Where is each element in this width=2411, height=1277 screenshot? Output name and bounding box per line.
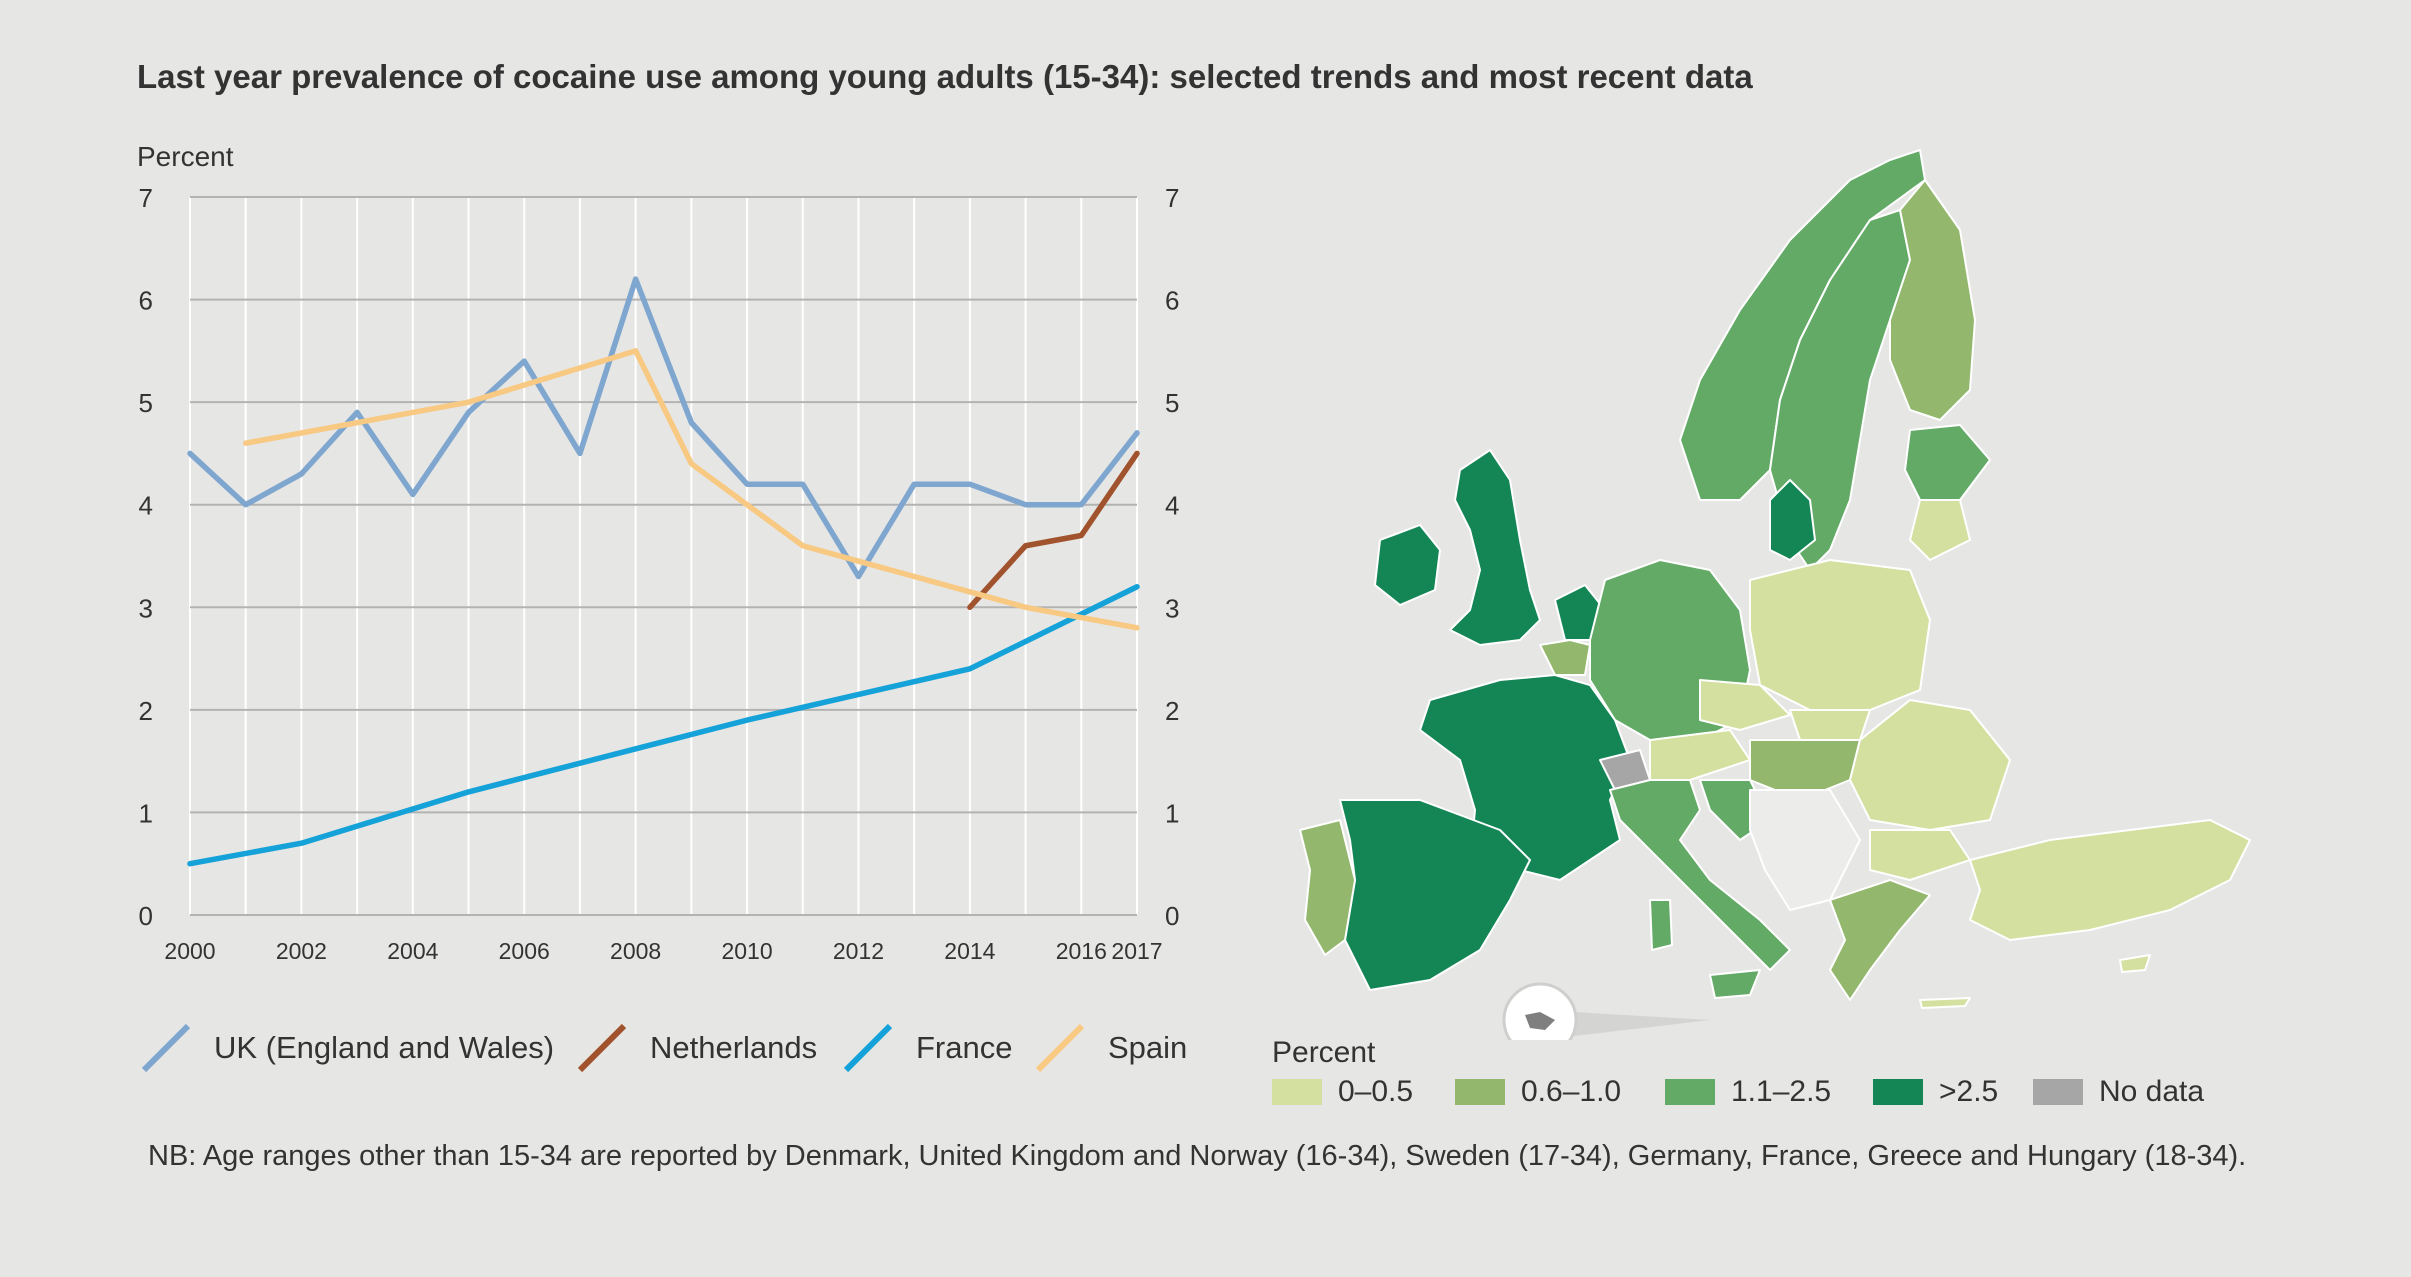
map-legend-item-no-data: No data <box>2033 1075 2204 1109</box>
legend-item-france: France <box>842 1023 1013 1073</box>
legend-item-uk: UK (England and Wales) <box>140 1023 555 1073</box>
x-tick-label: 2008 <box>610 938 661 964</box>
line-chart: 0 0 1 1 2 2 3 3 4 4 5 5 6 6 7 7 2000 2002 2004 2006 2008 2010… <box>137 141 1180 964</box>
map-region-romania <box>1849 699 2011 831</box>
map-region-czechia <box>1699 679 1791 731</box>
y-tick-label-left: 3 <box>139 593 153 623</box>
y-tick-label-left: 4 <box>139 491 153 521</box>
map-legend-label: No data <box>2099 1075 2205 1108</box>
map-region-baltics <box>1904 424 1991 501</box>
map-region-lithuania <box>1909 499 1971 561</box>
map-legend-item-gt-2.5: >2.5 <box>1873 1075 1998 1109</box>
y-tick-label-left: 6 <box>139 286 153 316</box>
map-region-balkans-nodata <box>1749 789 1861 911</box>
y-tick-label-left: 1 <box>139 798 153 828</box>
spain-line-icon <box>1035 1023 1085 1073</box>
y-tick-label-right: 5 <box>1165 388 1179 418</box>
map-legend-label: 0–0.5 <box>1338 1075 1414 1108</box>
x-tick-label: 2012 <box>833 938 884 964</box>
legend-label-uk: UK (England and Wales) <box>214 1030 555 1065</box>
map-region-finland <box>1889 179 1976 421</box>
map-legend-item-0-0.5: 0–0.5 <box>1272 1075 1413 1109</box>
y-axis-label: Percent <box>137 141 234 172</box>
y-tick-label-right: 7 <box>1165 183 1179 213</box>
series-line-netherlands <box>967 450 1140 611</box>
y-tick-label-left: 2 <box>139 696 153 726</box>
y-tick-label-right: 6 <box>1165 286 1179 316</box>
series-line-spain <box>242 348 1140 631</box>
uk-line-icon <box>141 1023 191 1073</box>
netherlands-line-icon <box>577 1023 627 1073</box>
map-region-belgium <box>1539 639 1591 676</box>
y-tick-label-right: 4 <box>1165 491 1179 521</box>
map-region-portugal <box>1299 819 1356 956</box>
map-legend-label: 1.1–2.5 <box>1731 1075 1832 1108</box>
y-tick-label-left: 7 <box>139 183 153 213</box>
map-legend-item-0.6-1.0: 0.6–1.0 <box>1455 1075 1621 1109</box>
europe-map <box>1299 149 2251 1040</box>
axis-layer: 0 0 1 1 2 2 3 3 4 4 5 5 6 6 7 7 2000 2002 2004 2006 2008 2010… <box>139 183 1180 964</box>
x-tick-label: 2002 <box>276 938 327 964</box>
x-tick-label: 2017 <box>1111 938 1162 964</box>
map-region-ireland <box>1374 524 1441 606</box>
y-tick-label-right: 2 <box>1165 696 1179 726</box>
footnote: NB: Age ranges other than 15-34 are repo… <box>148 1140 2247 1172</box>
grid-layer <box>189 196 1138 916</box>
map-region-denmark <box>1769 479 1816 561</box>
map-legend-swatch <box>2033 1079 2083 1105</box>
y-tick-label-right: 0 <box>1165 901 1179 931</box>
map-region-italy <box>1609 779 1791 971</box>
legend-item-spain: Spain <box>1034 1023 1188 1073</box>
x-tick-label: 2006 <box>499 938 550 964</box>
map-region-malta <box>1525 1012 1555 1030</box>
map-region-cyprus <box>2119 954 2151 973</box>
y-tick-label-right: 1 <box>1165 798 1179 828</box>
map-region-france <box>1419 674 1631 881</box>
map-region-sicily <box>1709 969 1761 999</box>
y-tick-label-left: 0 <box>139 901 153 931</box>
map-region-sardinia <box>1649 899 1673 951</box>
map-legend-swatch <box>1665 1079 1715 1105</box>
map-legend-title: Percent <box>1272 1036 1376 1069</box>
france-line-icon <box>843 1023 893 1073</box>
map-region-austria <box>1649 729 1751 781</box>
map-region-bulgaria <box>1869 829 1971 881</box>
map-region-turkey <box>1969 819 2251 941</box>
map-region-uk <box>1449 449 1541 646</box>
map-region-slovakia <box>1789 709 1871 741</box>
legend-label-netherlands: Netherlands <box>650 1030 818 1065</box>
map-region-crete <box>1919 997 1971 1009</box>
map-region-greece <box>1829 879 1931 1001</box>
chart-title: Last year prevalence of cocaine use amon… <box>137 58 1753 95</box>
x-tick-label: 2004 <box>387 938 438 964</box>
legend-item-netherlands: Netherlands <box>576 1023 818 1073</box>
x-tick-label: 2016 <box>1056 938 1107 964</box>
map-legend-swatch <box>1455 1079 1505 1105</box>
legend-label-france: France <box>916 1030 1013 1065</box>
map-legend-label: >2.5 <box>1939 1075 1999 1108</box>
map-legend-swatch <box>1873 1079 1923 1105</box>
x-tick-label: 2000 <box>164 938 215 964</box>
x-tick-label: 2010 <box>721 938 772 964</box>
map-legend-label: 0.6–1.0 <box>1521 1075 1622 1108</box>
map-region-poland <box>1749 559 1931 711</box>
series-layer <box>187 276 1140 867</box>
series-line-france <box>187 584 1140 867</box>
map-legend-item-1.1-2.5: 1.1–2.5 <box>1665 1075 1831 1109</box>
y-tick-label-left: 5 <box>139 388 153 418</box>
malta-inset-pointer <box>1540 1010 1710 1040</box>
legend-label-spain: Spain <box>1108 1030 1188 1065</box>
map-legend-swatch <box>1272 1079 1322 1105</box>
map-region-norway <box>1679 149 1926 501</box>
x-tick-label: 2014 <box>944 938 995 964</box>
y-tick-label-right: 3 <box>1165 593 1179 623</box>
